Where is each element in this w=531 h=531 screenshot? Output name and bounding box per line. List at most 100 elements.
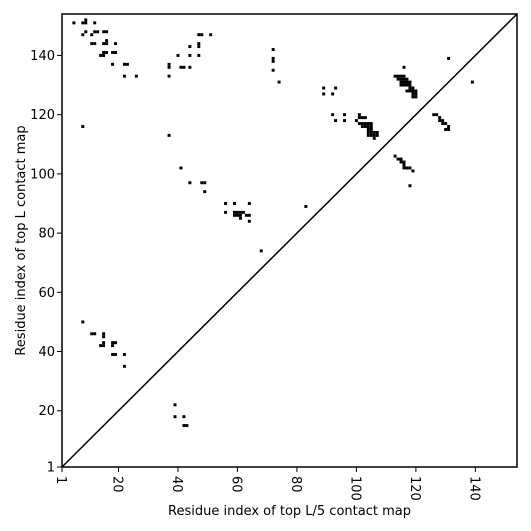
y-tick-label: 140: [30, 49, 55, 64]
contact-point: [238, 210, 242, 214]
contact-point: [241, 210, 245, 214]
contact-point: [399, 77, 403, 81]
contact-point: [238, 213, 242, 217]
contact-point: [197, 42, 201, 46]
contact-point: [405, 166, 409, 170]
contact-point: [93, 30, 97, 34]
contact-point: [399, 83, 403, 87]
contact-point: [369, 130, 373, 134]
contact-point: [102, 42, 106, 46]
contact-point: [447, 56, 451, 60]
contact-point: [232, 202, 236, 205]
contact-point: [111, 51, 115, 54]
contact-point: [366, 127, 370, 131]
contact-point: [203, 181, 207, 185]
contact-point: [185, 424, 189, 428]
contact-point: [134, 74, 138, 78]
contact-point: [176, 53, 180, 57]
contact-point: [99, 344, 103, 348]
contact-point: [414, 95, 418, 99]
contact-point: [396, 74, 400, 78]
contact-point: [408, 89, 412, 93]
contact-point: [396, 77, 400, 81]
contact-point: [182, 415, 186, 419]
y-axis-label: Residue index of top L contact map: [14, 125, 29, 355]
contact-point: [167, 65, 171, 69]
contact-point: [167, 133, 171, 137]
contact-point: [334, 119, 338, 123]
contact-point: [438, 119, 442, 123]
contact-point: [182, 424, 186, 428]
contact-point: [200, 181, 204, 185]
contact-point: [322, 92, 326, 96]
y-tick-label: 40: [38, 345, 55, 360]
contact-point: [402, 83, 406, 87]
contact-point: [277, 80, 281, 84]
contact-point: [363, 116, 367, 120]
contact-point: [334, 86, 338, 90]
contact-point: [357, 122, 361, 126]
contact-point: [81, 125, 85, 128]
contact-point: [399, 157, 403, 161]
contact-point: [179, 166, 183, 170]
contact-point: [99, 53, 103, 57]
x-tick-label: 1: [53, 476, 68, 484]
contact-point: [244, 213, 248, 217]
contact-point: [405, 77, 409, 81]
contact-point: [363, 122, 367, 126]
contact-point: [90, 42, 94, 46]
contact-point: [432, 113, 436, 117]
x-tick-label: 40: [169, 476, 184, 493]
contact-point: [447, 127, 451, 131]
contact-point: [411, 86, 415, 90]
contact-point: [360, 125, 364, 128]
contact-point: [102, 344, 106, 348]
contact-point: [366, 125, 370, 128]
contact-point: [235, 210, 239, 214]
contact-point: [173, 403, 177, 407]
contact-point: [167, 74, 171, 78]
contact-point: [414, 89, 418, 93]
contact-point: [411, 92, 415, 96]
contact-point: [366, 122, 370, 126]
contact-point: [232, 213, 236, 217]
contact-point: [96, 30, 100, 34]
contact-point: [408, 184, 412, 188]
contact-point: [411, 89, 415, 93]
contact-point: [372, 136, 376, 140]
contact-point: [363, 125, 367, 128]
contact-point: [444, 127, 448, 131]
contact-point: [188, 53, 192, 57]
contact-point: [111, 62, 115, 66]
contact-point: [122, 62, 126, 66]
contact-point: [271, 59, 275, 63]
contact-point: [235, 213, 239, 217]
contact-point: [372, 133, 376, 137]
contact-point: [411, 95, 415, 99]
contact-point: [271, 56, 275, 60]
contact-point: [209, 33, 213, 37]
contact-point: [375, 130, 379, 134]
contact-point: [114, 42, 118, 46]
contact-point: [271, 68, 275, 72]
contact-point: [369, 125, 373, 128]
contact-point: [122, 364, 126, 368]
contact-point: [399, 74, 403, 78]
contact-point: [105, 51, 109, 54]
contact-point: [331, 92, 335, 96]
contact-point: [441, 119, 445, 123]
x-axis-ticks: 1 20 40 60 80 100 120 140: [53, 467, 481, 501]
contact-point: [81, 320, 85, 324]
contact-point: [354, 119, 358, 123]
contact-point: [408, 80, 412, 84]
contact-point: [90, 332, 94, 336]
contact-point: [232, 210, 236, 214]
contact-point: [343, 113, 347, 117]
contact-point: [182, 65, 186, 69]
contact-point: [114, 51, 118, 54]
contact-point: [441, 122, 445, 126]
contact-point: [393, 74, 397, 78]
contact-point: [188, 65, 192, 69]
x-tick-label: 120: [407, 476, 422, 501]
